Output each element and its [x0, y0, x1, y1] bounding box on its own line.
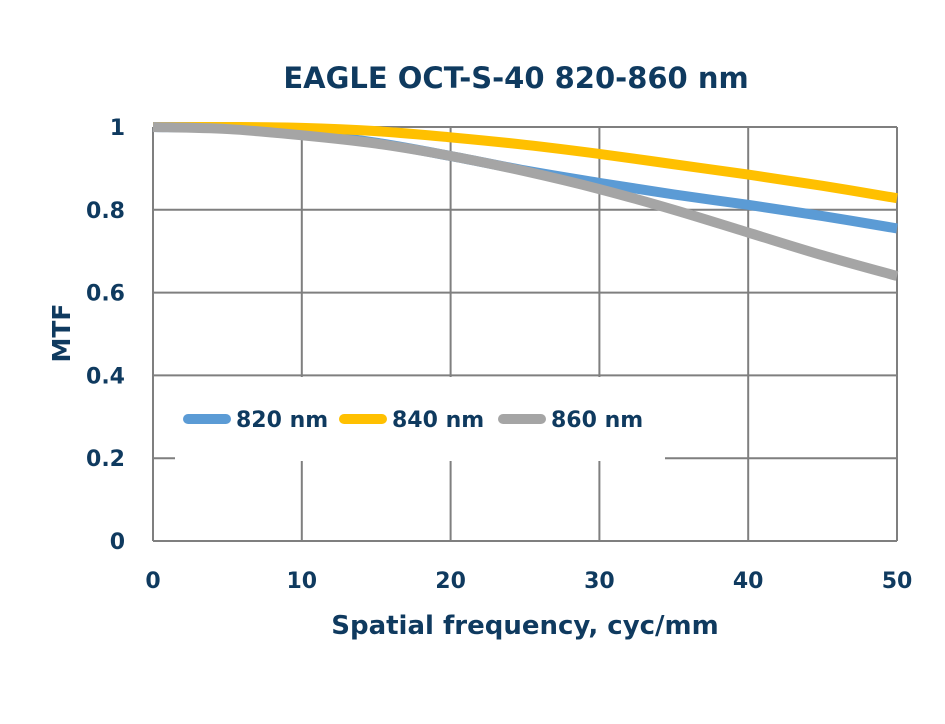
y-tick-label: 1 — [110, 116, 125, 141]
x-tick-label: 40 — [733, 569, 764, 594]
x-tick-label: 20 — [435, 569, 466, 594]
y-tick-label: 0.2 — [86, 447, 125, 472]
chart-title: EAGLE OCT-S-40 820-860 nm — [283, 61, 748, 95]
grid — [152, 126, 898, 542]
x-tick-label: 50 — [882, 569, 913, 594]
y-axis-label: MTF — [47, 303, 76, 362]
y-tick-label: 0.8 — [86, 199, 125, 224]
y-tick-label: 0.6 — [86, 282, 125, 307]
y-tick-label: 0.4 — [86, 364, 125, 389]
x-tick-label: 0 — [145, 569, 160, 594]
series-lines — [152, 121, 899, 281]
series-line-860-nm — [152, 122, 899, 281]
legend-label: 820 nm — [236, 408, 328, 433]
series-line-840-nm — [152, 121, 898, 204]
x-tick-label: 10 — [286, 569, 317, 594]
legend-background — [175, 377, 665, 461]
legend-label: 860 nm — [551, 408, 643, 433]
y-tick-label: 0 — [110, 530, 125, 555]
legend-label: 840 nm — [392, 408, 484, 433]
x-axis-label: Spatial frequency, cyc/mm — [331, 611, 719, 641]
legend: 820 nm 840 nm 860 nm — [175, 377, 665, 461]
y-tick-labels: 0 0.2 0.4 0.6 0.8 1 — [86, 116, 125, 555]
x-tick-label: 30 — [584, 569, 615, 594]
x-tick-labels: 0 10 20 30 40 50 — [145, 569, 912, 594]
